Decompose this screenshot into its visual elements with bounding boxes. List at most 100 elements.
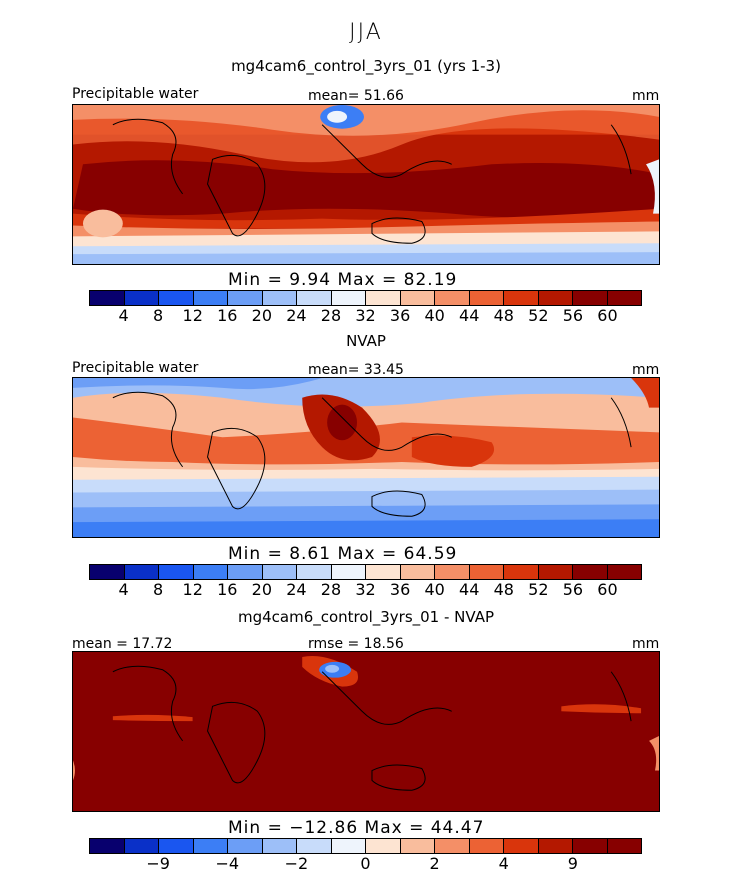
colorbar-swatch xyxy=(159,565,194,579)
colorbar-swatch xyxy=(193,291,228,305)
colorbar-swatch xyxy=(193,839,228,853)
colorbar-tick: 44 xyxy=(459,580,480,599)
colorbar-tick: −9 xyxy=(146,854,170,873)
colorbar-tick: 24 xyxy=(286,580,307,599)
colorbar-swatch xyxy=(538,839,573,853)
colorbar-tick: 20 xyxy=(251,580,272,599)
colorbar-swatch xyxy=(504,291,539,305)
colorbar-swatch xyxy=(159,839,194,853)
colorbar-swatch xyxy=(90,565,125,579)
colorbar-swatch xyxy=(297,839,332,853)
colorbar-swatch xyxy=(297,565,332,579)
colorbar-swatch xyxy=(400,291,435,305)
colorbar-swatch xyxy=(435,565,470,579)
panel-1-title: mg4cam6_control_3yrs_01 (yrs 1-3) xyxy=(231,57,501,75)
colorbar-swatch xyxy=(400,565,435,579)
panel-2-colorbar xyxy=(89,564,642,580)
colorbar-swatch xyxy=(297,291,332,305)
colorbar-swatch xyxy=(262,565,297,579)
panel-1-map xyxy=(72,104,660,265)
colorbar-tick: 56 xyxy=(562,580,584,599)
colorbar-tick: 40 xyxy=(424,580,445,599)
colorbar-swatch xyxy=(228,839,263,853)
colorbar-swatch xyxy=(504,839,539,853)
colorbar-tick: 60 xyxy=(597,306,618,325)
colorbar-swatch xyxy=(573,565,608,579)
colorbar-tick: 24 xyxy=(286,306,307,325)
colorbar-swatch xyxy=(124,565,159,579)
panel-1-variable-label: Precipitable water xyxy=(72,86,199,102)
panel-3-colorbar-ticks: −9 −4 −2 0 2 4 9 xyxy=(89,854,642,874)
colorbar-tick: 8 xyxy=(153,306,164,325)
colorbar-swatch xyxy=(573,839,608,853)
colorbar-swatch xyxy=(124,291,159,305)
colorbar-tick: 12 xyxy=(182,306,203,325)
colorbar-tick: 48 xyxy=(493,580,514,599)
season-title: JJA xyxy=(349,20,383,45)
panel-1-units-label: mm xyxy=(632,88,660,104)
colorbar-swatch xyxy=(366,291,401,305)
colorbar-swatch xyxy=(331,291,366,305)
panel-3-rmse-label: rmse = 18.56 xyxy=(308,636,404,652)
panel-2-map xyxy=(72,377,660,538)
panel-3-minmax: Min = −12.86 Max = 44.47 xyxy=(228,818,485,838)
colorbar-swatch xyxy=(469,839,504,853)
colorbar-tick: 32 xyxy=(355,580,376,599)
colorbar-tick: 20 xyxy=(251,306,272,325)
colorbar-swatch xyxy=(228,565,263,579)
colorbar-swatch xyxy=(538,565,573,579)
colorbar-tick: 48 xyxy=(493,306,514,325)
colorbar-swatch xyxy=(90,291,125,305)
colorbar-swatch xyxy=(366,565,401,579)
colorbar-tick: −4 xyxy=(215,854,240,873)
colorbar-tick: 52 xyxy=(528,580,549,599)
colorbar-tick: 32 xyxy=(355,306,376,325)
panel-1-colorbar xyxy=(89,290,642,306)
colorbar-swatch xyxy=(400,839,435,853)
colorbar-swatch xyxy=(573,291,608,305)
colorbar-swatch xyxy=(331,839,366,853)
panel-2-minmax: Min = 8.61 Max = 64.59 xyxy=(228,544,458,564)
colorbar-tick: 60 xyxy=(597,580,618,599)
panel-1-colorbar-ticks: 4 8 12 16 20 24 28 32 36 40 44 48 52 56 … xyxy=(89,306,642,326)
colorbar-swatch xyxy=(331,565,366,579)
panel-2-colorbar-ticks: 4 8 12 16 20 24 28 32 36 40 44 48 52 56 … xyxy=(89,580,642,600)
colorbar-tick: 36 xyxy=(389,580,411,599)
colorbar-swatch xyxy=(435,291,470,305)
colorbar-swatch xyxy=(607,839,641,853)
colorbar-swatch xyxy=(504,565,539,579)
colorbar-swatch xyxy=(435,839,470,853)
colorbar-swatch xyxy=(193,565,228,579)
colorbar-swatch xyxy=(159,291,194,305)
panel-2-title: NVAP xyxy=(346,332,386,350)
colorbar-tick: 0 xyxy=(360,854,371,873)
colorbar-swatch xyxy=(607,291,641,305)
panel-3-title: mg4cam6_control_3yrs_01 - NVAP xyxy=(237,608,495,626)
colorbar-tick: 16 xyxy=(217,580,238,599)
colorbar-swatch xyxy=(607,565,641,579)
panel-3-colorbar xyxy=(89,838,642,854)
panel-3-mean-label: mean = 17.72 xyxy=(72,636,173,652)
colorbar-tick: 4 xyxy=(498,854,509,873)
panel-3-units-label: mm xyxy=(632,636,660,652)
colorbar-tick: −2 xyxy=(284,854,309,873)
colorbar-tick: 52 xyxy=(528,306,549,325)
panel-2-mean-label: mean= 33.45 xyxy=(308,362,404,378)
colorbar-swatch xyxy=(262,291,297,305)
colorbar-swatch xyxy=(469,565,504,579)
colorbar-tick: 16 xyxy=(217,306,238,325)
colorbar-tick: 9 xyxy=(567,854,578,873)
colorbar-swatch xyxy=(366,839,401,853)
colorbar-tick: 36 xyxy=(389,306,411,325)
panel-2-variable-label: Precipitable water xyxy=(72,360,199,376)
colorbar-tick: 28 xyxy=(320,306,342,325)
panel-2-units-label: mm xyxy=(632,362,660,378)
colorbar-swatch xyxy=(90,839,125,853)
colorbar-swatch xyxy=(124,839,159,853)
colorbar-swatch xyxy=(469,291,504,305)
colorbar-tick: 28 xyxy=(320,580,342,599)
colorbar-tick: 4 xyxy=(118,306,129,325)
colorbar-tick: 2 xyxy=(429,854,440,873)
colorbar-swatch xyxy=(538,291,573,305)
panel-1-mean-label: mean= 51.66 xyxy=(308,88,404,104)
